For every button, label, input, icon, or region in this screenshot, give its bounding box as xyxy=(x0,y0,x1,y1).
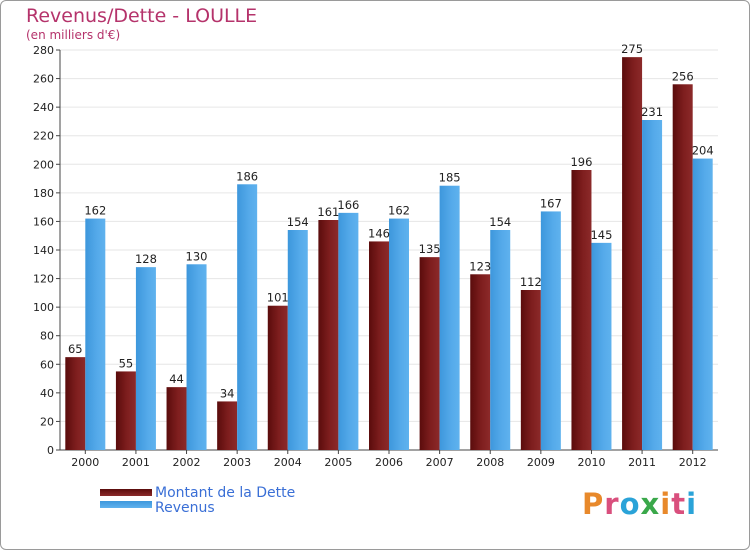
y-tick-label: 60 xyxy=(40,358,54,371)
bar-dette-2006 xyxy=(369,241,389,450)
value-label-revenus-2012: 204 xyxy=(692,144,714,158)
value-label-revenus-2010: 145 xyxy=(590,228,612,242)
logo-letter: x xyxy=(640,487,661,521)
x-tick-label: 2006 xyxy=(375,456,403,469)
value-label-dette-2000: 65 xyxy=(68,342,83,356)
value-label-revenus-2008: 154 xyxy=(489,215,511,229)
value-label-revenus-2003: 186 xyxy=(236,169,258,183)
bar-dette-2012 xyxy=(672,84,693,451)
bar-dette-2002 xyxy=(166,387,187,450)
bars xyxy=(65,57,713,451)
x-tick-label: 2012 xyxy=(679,456,707,469)
x-tick-label: 2005 xyxy=(324,456,352,469)
value-label-dette-2004: 101 xyxy=(267,291,289,305)
legend-label-revenus: Revenus xyxy=(155,500,215,516)
logo-letter: P xyxy=(582,487,605,521)
x-tick-label: 2000 xyxy=(71,456,99,469)
bar-dette-2010 xyxy=(571,170,592,450)
bar-dette-2008 xyxy=(470,274,491,450)
x-tick-label: 2002 xyxy=(173,456,201,469)
value-label-dette-2003: 34 xyxy=(220,386,235,400)
value-label-dette-2006: 146 xyxy=(368,226,390,240)
value-label-dette-2009: 112 xyxy=(520,275,542,289)
bar-revenus-2002 xyxy=(186,264,207,450)
proxiti-logo: Proxiti xyxy=(582,487,697,521)
y-tick-label: 160 xyxy=(33,215,54,228)
value-label-revenus-2006: 162 xyxy=(388,204,410,218)
bar-revenus-2011 xyxy=(642,120,663,450)
x-tick-label: 2010 xyxy=(577,456,605,469)
y-tick-label: 180 xyxy=(33,187,54,200)
bar-revenus-2003 xyxy=(237,184,258,451)
value-label-revenus-2004: 154 xyxy=(287,215,309,229)
value-label-revenus-2001: 128 xyxy=(135,252,157,266)
bar-dette-2000 xyxy=(65,357,86,450)
bar-dette-2003 xyxy=(217,401,238,450)
y-tick-label: 20 xyxy=(40,415,54,428)
y-tick-label: 120 xyxy=(33,273,54,286)
value-label-dette-2008: 123 xyxy=(469,259,491,273)
bar-revenus-2009 xyxy=(540,211,561,450)
logo-letter: r xyxy=(604,487,620,521)
bar-dette-2004 xyxy=(267,305,288,450)
y-tick-label: 80 xyxy=(40,330,54,343)
bar-revenus-2004 xyxy=(287,230,308,450)
bar-dette-2007 xyxy=(419,257,440,450)
y-tick-label: 40 xyxy=(40,387,54,400)
value-label-dette-2005: 161 xyxy=(317,205,339,219)
value-label-dette-2001: 55 xyxy=(119,356,134,370)
y-tick-label: 100 xyxy=(33,301,54,314)
y-tick-label: 0 xyxy=(47,444,54,457)
bar-revenus-2012 xyxy=(692,158,713,451)
bar-dette-2009 xyxy=(520,290,541,450)
x-tick-label: 2004 xyxy=(274,456,302,469)
y-tick-label: 200 xyxy=(33,158,54,171)
y-tick-label: 280 xyxy=(33,44,54,57)
legend-swatch-dette xyxy=(100,489,152,496)
bar-revenus-2000 xyxy=(85,218,106,450)
logo-letter: t xyxy=(671,487,687,521)
value-label-revenus-2007: 185 xyxy=(439,171,461,185)
bar-dette-2001 xyxy=(115,371,136,450)
chart-subtitle: (en milliers d'€) xyxy=(26,28,121,42)
value-label-revenus-2002: 130 xyxy=(186,249,208,263)
value-label-dette-2010: 196 xyxy=(570,155,592,169)
x-tick-label: 2009 xyxy=(527,456,555,469)
bar-revenus-2008 xyxy=(490,230,511,450)
value-label-dette-2011: 275 xyxy=(621,42,643,56)
bar-dette-2011 xyxy=(622,57,643,451)
value-label-revenus-2011: 231 xyxy=(641,105,663,119)
y-tick-label: 240 xyxy=(33,101,54,114)
bar-revenus-2005 xyxy=(338,212,359,450)
value-label-revenus-2005: 166 xyxy=(337,198,359,212)
bar-revenus-2007 xyxy=(439,185,460,450)
x-tick-label: 2008 xyxy=(476,456,504,469)
bar-revenus-2006 xyxy=(389,218,409,450)
y-tick-label: 220 xyxy=(33,130,54,143)
x-tick-label: 2011 xyxy=(628,456,656,469)
bar-dette-2005 xyxy=(318,220,339,450)
bar-revenus-2010 xyxy=(591,242,612,450)
logo-letter: o xyxy=(619,487,641,521)
chart-title: Revenus/Dette - LOULLE xyxy=(26,5,258,27)
x-tick-label: 2003 xyxy=(223,456,251,469)
x-tick-label: 2001 xyxy=(122,456,150,469)
legend-label-dette: Montant de la Dette xyxy=(155,485,296,501)
legend-swatch-revenus xyxy=(100,501,152,508)
bar-revenus-2001 xyxy=(135,267,156,450)
x-tick-label: 2007 xyxy=(426,456,454,469)
value-label-revenus-2009: 167 xyxy=(540,196,562,210)
logo-letter: i xyxy=(660,487,672,521)
y-tick-label: 260 xyxy=(33,73,54,86)
value-label-dette-2002: 44 xyxy=(169,372,184,386)
logo-letter: i xyxy=(686,487,698,521)
y-tick-label: 140 xyxy=(33,244,54,257)
value-label-dette-2007: 135 xyxy=(419,242,441,256)
axes: 0 20 40 60 80 100 120 140 160 180 200 220 240 260 280 2… xyxy=(33,44,718,469)
value-label-revenus-2000: 162 xyxy=(84,204,106,218)
value-label-dette-2012: 256 xyxy=(672,69,694,83)
